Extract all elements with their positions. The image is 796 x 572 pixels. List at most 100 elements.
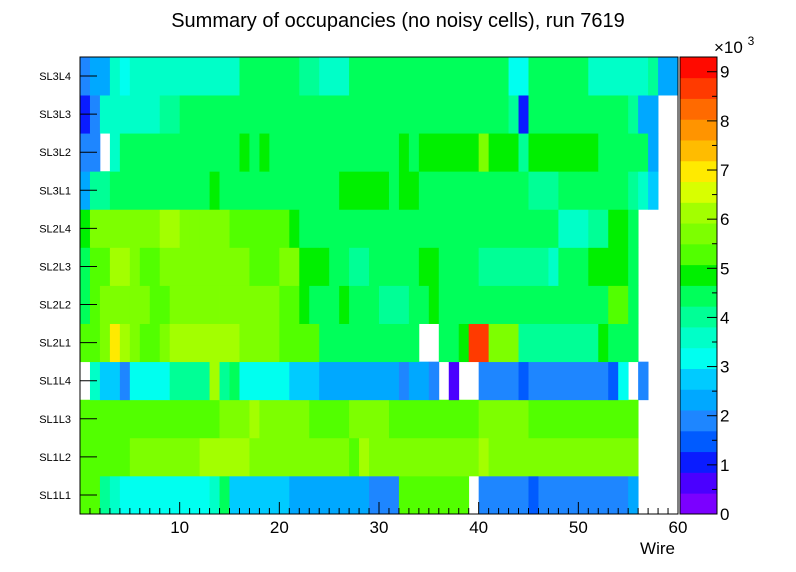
heatmap-cell-sl1l2 <box>488 437 639 477</box>
heatmap-cell-sl2l3 <box>89 247 111 286</box>
heatmap-cell-sl2l4 <box>89 209 111 248</box>
colorbar-band <box>680 347 717 369</box>
heatmap-cell-sl1l1 <box>538 475 629 515</box>
heatmap-cell-sl1l1 <box>119 475 210 515</box>
heatmap-cell-sl3l4 <box>129 57 141 96</box>
heatmap-cell-sl2l2 <box>379 285 410 324</box>
heatmap-cell-sl1l4 <box>219 361 230 401</box>
heatmap-cell-sl2l3 <box>379 247 420 286</box>
heatmap-cell-sl1l4 <box>239 361 290 401</box>
heatmap-cell-sl1l1 <box>478 475 529 515</box>
colorbar-band <box>680 472 717 494</box>
heatmap-cell-sl1l2 <box>349 437 360 477</box>
heatmap-cell-sl1l1 <box>528 475 539 515</box>
heatmap-cell-sl2l1 <box>109 323 121 363</box>
heatmap-cell-sl2l4 <box>558 209 589 248</box>
y-tick-label: SL1L1 <box>39 490 71 502</box>
colorbar-exponent-label: ×10 3 <box>714 34 755 57</box>
heatmap-cell-sl1l4 <box>638 361 649 401</box>
heatmap-cell-sl2l4 <box>628 209 639 248</box>
heatmap-cell-sl2l2 <box>99 285 111 324</box>
heatmap-cell-sl2l4 <box>319 209 559 248</box>
heatmap-cell-sl1l4 <box>608 361 619 401</box>
heatmap-cell-sl3l2 <box>269 133 330 172</box>
heatmap-cell-sl1l4 <box>129 361 171 401</box>
heatmap-cell-sl3l2 <box>249 133 260 172</box>
heatmap-cell-sl1l4 <box>618 361 629 401</box>
heatmap-cell-sl3l2 <box>398 133 410 172</box>
colorbar-band <box>680 493 717 515</box>
heatmap-cell-sl3l3 <box>299 95 310 134</box>
heatmap-cell-sl1l4 <box>478 361 519 401</box>
heatmap-cell-sl2l1 <box>608 323 639 363</box>
x-axis: 10 20 30 40 50 60 <box>89 502 687 537</box>
heatmap-cell-sl3l2 <box>488 133 519 172</box>
heatmap-cell-sl3l2 <box>598 133 649 172</box>
heatmap-cell-sl1l3 <box>349 399 390 439</box>
colorbar-band <box>680 389 717 411</box>
heatmap-cell-sl2l2 <box>299 285 310 324</box>
heatmap-cell-sl3l3 <box>309 95 410 134</box>
heatmap-cell-sl3l4 <box>119 57 131 96</box>
heatmap-cell-sl1l1 <box>99 475 111 515</box>
heatmap-cell-sl2l3 <box>129 247 141 286</box>
heatmap-cell-sl2l4 <box>189 209 200 248</box>
heatmap-cell-sl1l1 <box>289 475 370 515</box>
heatmap-cell-sl1l4 <box>448 361 460 401</box>
heatmap-cell-sl3l4 <box>319 57 350 96</box>
colorbar-band <box>680 57 717 79</box>
heatmap-cell-sl1l4 <box>518 361 529 401</box>
heatmap-cell-sl3l3 <box>408 95 430 134</box>
colorbar-tick-label: 5 <box>720 259 729 278</box>
colorbar-band <box>680 306 717 328</box>
y-tick-label: SL2L1 <box>39 338 71 350</box>
heatmap-cell-sl2l1 <box>319 323 420 363</box>
colorbar-band <box>680 202 717 224</box>
heatmap-cell-sl2l1 <box>239 323 280 363</box>
heatmap-cell-sl2l4 <box>289 209 300 248</box>
colorbar-tick-label: 9 <box>720 63 729 82</box>
y-tick-label: SL2L4 <box>39 223 71 235</box>
heatmap-cell-sl2l3 <box>478 247 549 286</box>
heatmap-cell-sl1l4 <box>119 361 131 401</box>
heatmap-cell-sl2l2 <box>428 285 440 324</box>
heatmap-cell-sl3l1 <box>259 171 340 210</box>
heatmap-cell-sl1l2 <box>369 437 480 477</box>
heatmap-cell-sl1l1 <box>369 475 400 515</box>
colorbar-band <box>680 140 717 162</box>
heatmap-cell-sl3l1 <box>628 171 639 210</box>
heatmap-cell-sl3l3 <box>179 95 300 134</box>
heatmap-cell-sl3l4 <box>239 57 300 96</box>
y-tick-label: SL3L4 <box>39 71 71 83</box>
heatmap-cell-sl3l1 <box>209 171 220 210</box>
heatmap-cell-sl1l1 <box>219 475 230 515</box>
heatmap-cell-sl3l4 <box>349 57 509 96</box>
heatmap-cell-sl1l2 <box>249 437 350 477</box>
colorbar-band <box>680 98 717 120</box>
heatmap-cell-sl2l3 <box>369 247 380 286</box>
heatmap-cell-sl3l4 <box>508 57 529 96</box>
heatmap-cell-sl2l2 <box>349 285 380 324</box>
colorbar-band <box>680 327 717 349</box>
heatmap-cell-sl3l2 <box>518 133 529 172</box>
heatmap-cell-sl3l1 <box>558 171 629 210</box>
colorbar-tick-label: 3 <box>720 358 729 377</box>
heatmap-cell-sl1l4 <box>408 361 430 401</box>
x-tick-label: 50 <box>569 518 588 537</box>
y-tick-label: SL3L2 <box>39 147 71 159</box>
heatmap-cell-sl3l1 <box>109 171 210 210</box>
chart-title: Summary of occupancies (no noisy cells),… <box>171 10 625 32</box>
heatmap-cell-sl3l3 <box>159 95 181 134</box>
heatmap-cell-sl3l4 <box>588 57 649 96</box>
heatmap-cell-sl2l4 <box>139 209 161 248</box>
heatmap-cell-sl3l1 <box>388 171 400 210</box>
heatmap-cell-sl1l4 <box>229 361 240 401</box>
heatmap-cell-sl3l2 <box>528 133 579 172</box>
heatmap-cell-sl1l4 <box>319 361 400 401</box>
colorbar-tick-label: 6 <box>720 210 729 229</box>
heatmap-cell-sl3l1 <box>339 171 390 210</box>
heatmap-cell-sl2l1 <box>488 323 519 363</box>
heatmap-cell-sl1l2 <box>199 437 250 477</box>
heatmap-cell-sl1l4 <box>528 361 609 401</box>
heatmap-cell-sl2l4 <box>109 209 141 248</box>
